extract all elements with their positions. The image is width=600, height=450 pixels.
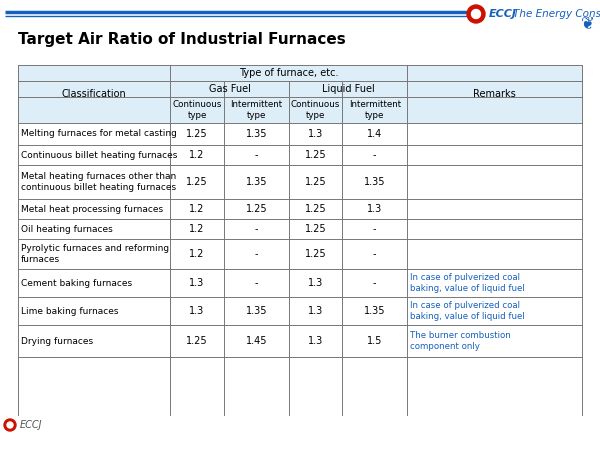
Text: Lime baking furnaces: Lime baking furnaces [21,306,119,315]
Text: 1.3: 1.3 [308,336,323,346]
Text: 1.2: 1.2 [190,204,205,214]
Text: 1.5: 1.5 [367,336,382,346]
Text: -: - [373,150,376,160]
Text: The burner combustion
component only: The burner combustion component only [410,331,511,351]
Text: -: - [254,249,258,259]
Text: In case of pulverized coal
baking, value of liquid fuel: In case of pulverized coal baking, value… [410,302,525,321]
Text: 1.3: 1.3 [190,306,205,316]
Text: In case of pulverized coal
baking, value of liquid fuel: In case of pulverized coal baking, value… [410,273,525,292]
Text: -: - [254,278,258,288]
Text: 1.3: 1.3 [308,278,323,288]
Text: Classification: Classification [62,89,127,99]
Circle shape [472,9,481,18]
Text: 1.35: 1.35 [364,306,385,316]
Text: 1.45: 1.45 [245,336,267,346]
Text: 1.2: 1.2 [190,224,205,234]
Text: 1.25: 1.25 [305,177,326,187]
Text: Type of furnace, etc.: Type of furnace, etc. [239,68,338,78]
Text: ECCJ: ECCJ [489,9,517,19]
Text: 1.25: 1.25 [186,177,208,187]
Text: Drying furnaces: Drying furnaces [21,337,93,346]
Text: -: - [254,224,258,234]
Text: Intermittent
type: Intermittent type [230,100,283,120]
Text: Metal heat processing furnaces: Metal heat processing furnaces [21,204,163,213]
Text: 1.2: 1.2 [190,150,205,160]
Text: Melting furnaces for metal casting: Melting furnaces for metal casting [21,130,177,139]
Text: ❦: ❦ [581,14,595,32]
Text: Pyrolytic furnaces and reforming
furnaces: Pyrolytic furnaces and reforming furnace… [21,244,169,264]
Text: -: - [373,224,376,234]
Text: Liquid Fuel: Liquid Fuel [322,84,374,94]
Text: 1.25: 1.25 [305,249,326,259]
Text: Cement baking furnaces: Cement baking furnaces [21,279,132,288]
Text: Gas Fuel: Gas Fuel [209,84,250,94]
Text: 1.35: 1.35 [364,177,385,187]
Text: 1.25: 1.25 [186,336,208,346]
Text: ECCJ: ECCJ [20,420,43,430]
Text: 1.35: 1.35 [245,129,267,139]
Text: 1.4: 1.4 [367,129,382,139]
Text: Intermittent
type: Intermittent type [349,100,401,120]
Bar [18,65,582,123]
Text: -: - [254,150,258,160]
Text: 1.3: 1.3 [308,306,323,316]
Circle shape [4,419,16,431]
Text: 1.25: 1.25 [186,129,208,139]
Text: Continuous billet heating furnaces: Continuous billet heating furnaces [21,150,178,159]
Text: 1.3: 1.3 [367,204,382,214]
Text: 1.35: 1.35 [245,177,267,187]
Text: Target Air Ratio of Industrial Furnaces: Target Air Ratio of Industrial Furnaces [18,32,346,47]
Text: 1.25: 1.25 [245,204,267,214]
Text: Continuous
type: Continuous type [291,100,340,120]
Text: 1.25: 1.25 [305,150,326,160]
Text: Continuous
type: Continuous type [172,100,222,120]
Text: -: - [373,249,376,259]
Text: Metal heating furnaces other than
continuous billet heating furnaces: Metal heating furnaces other than contin… [21,172,176,192]
Text: 1.35: 1.35 [245,306,267,316]
Text: -: - [373,278,376,288]
Circle shape [467,5,485,23]
Text: 1.3: 1.3 [190,278,205,288]
Text: 1.25: 1.25 [305,204,326,214]
Text: Remarks: Remarks [473,89,516,99]
Text: Oil heating furnaces: Oil heating furnaces [21,225,113,234]
Text: The Energy Conservation Center, Japan: The Energy Conservation Center, Japan [513,9,600,19]
Text: 1.2: 1.2 [190,249,205,259]
Text: 1.3: 1.3 [308,129,323,139]
Circle shape [7,422,13,428]
Text: 1.25: 1.25 [305,224,326,234]
